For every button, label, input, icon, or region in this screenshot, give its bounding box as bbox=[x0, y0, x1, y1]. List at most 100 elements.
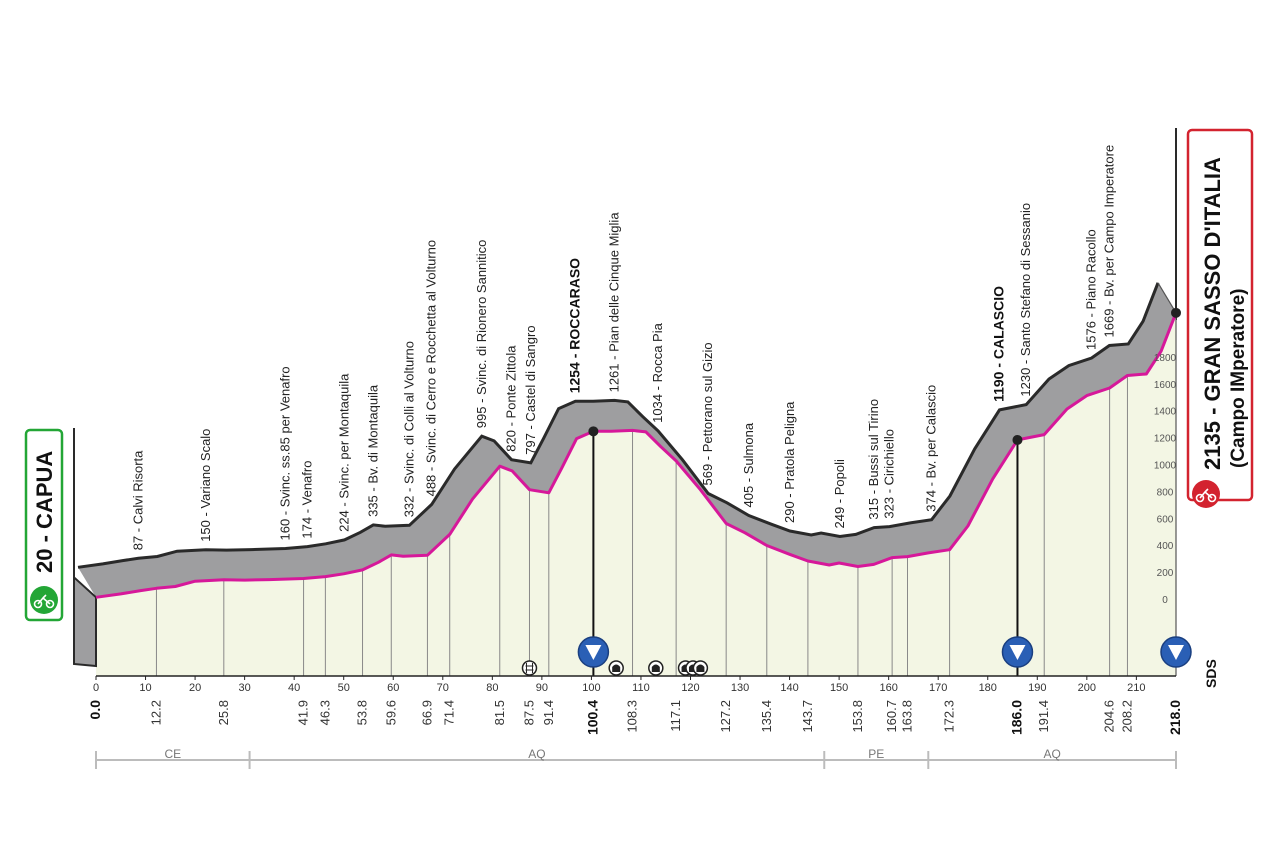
waypoint-label: 315 - Bussi sul Tirino bbox=[866, 399, 881, 520]
finish-icon bbox=[1192, 480, 1220, 508]
waypoint-label: 820 - Ponte Zittola bbox=[504, 345, 519, 452]
tunnel-glyph bbox=[696, 664, 705, 672]
distance-label: 41.9 bbox=[296, 700, 311, 725]
road-ribbon bbox=[73, 282, 1177, 676]
altitude-polyline bbox=[95, 312, 1178, 599]
altitude-tick-label: 0 bbox=[1162, 595, 1168, 606]
start-altitude: 20 bbox=[32, 549, 57, 573]
distance-label: 12.2 bbox=[148, 700, 163, 725]
km-tick-label: 70 bbox=[437, 682, 449, 694]
waypoint-label: 332 - Svinc. di Colli al Volturno bbox=[401, 341, 416, 517]
km-tick-label: 150 bbox=[830, 682, 848, 694]
distance-labels: 0.0 12.2 25.8 41.9 46.3 53.8 59.6 66.9 71.4 81.5 8… bbox=[87, 700, 1183, 735]
km-tick-label: 90 bbox=[536, 682, 548, 694]
distance-label: 46.3 bbox=[317, 700, 332, 725]
key-waypoint-label: 1190 - CALASCIO bbox=[991, 286, 1007, 402]
distance-label: 143.7 bbox=[800, 700, 815, 733]
distance-label: 71.4 bbox=[442, 700, 457, 725]
start-badge-label: 20 - CAPUA bbox=[32, 451, 57, 573]
altitude-tick-label: 1800 bbox=[1154, 353, 1177, 364]
profile-area bbox=[96, 312, 1176, 676]
finish-city: GRAN SASSO D'ITALIA bbox=[1200, 157, 1225, 401]
roccaraso-point bbox=[588, 426, 599, 437]
km-tick-label: 160 bbox=[879, 682, 897, 694]
altitude-tick-label: 800 bbox=[1157, 487, 1174, 498]
km-tick-label: 120 bbox=[681, 682, 699, 694]
waypoint-label: 405 - Sulmona bbox=[741, 422, 756, 507]
km-axis: 0 10 20 30 40 50 60 70 80 90 100 110 120 130 140 150 160… bbox=[93, 675, 1176, 694]
profile-frame bbox=[73, 128, 1177, 580]
km-tick-label: 180 bbox=[979, 682, 997, 694]
waypoint-label: 150 - Variano Scalo bbox=[198, 429, 213, 542]
finish-badge-frame bbox=[1186, 128, 1254, 502]
altitude-line bbox=[95, 312, 1178, 599]
altitude-tick-label: 1200 bbox=[1154, 434, 1177, 445]
distance-label: 172.3 bbox=[942, 700, 957, 733]
distance-label: 0.0 bbox=[87, 700, 103, 720]
waypoint-label: 569 - Pettorano sul Gizio bbox=[700, 342, 715, 485]
sds-label: SDS bbox=[1203, 659, 1219, 688]
finish-point bbox=[1171, 307, 1181, 318]
waypoint-label: 160 - Svinc. ss.85 per Venafro bbox=[278, 366, 293, 540]
km-tick-label: 50 bbox=[338, 682, 350, 694]
waypoint-label: 995 - Svinc. di Rionero Sannitico bbox=[474, 240, 489, 429]
km-tick-label: 200 bbox=[1078, 682, 1096, 694]
waypoint-label: 1034 - Rocca Pia bbox=[650, 322, 665, 422]
waypoint-labels: 87 - Calvi Risorta 150 - Variano Scalo 160… bbox=[130, 145, 1116, 550]
distance-label: 153.8 bbox=[850, 700, 865, 733]
altitude-tick-label: 1400 bbox=[1154, 407, 1177, 418]
waypoint-label: 488 - Svinc. di Cerro e Rocchetta al Vol… bbox=[424, 240, 439, 497]
km-tick-label: 130 bbox=[731, 682, 749, 694]
altitude-tick-label: 1000 bbox=[1154, 461, 1177, 472]
km-tick-label: 110 bbox=[632, 682, 650, 694]
tunnel-glyph bbox=[651, 664, 660, 672]
distance-label: 108.3 bbox=[625, 700, 640, 733]
waypoint-label: 374 - Bv. per Calascio bbox=[924, 385, 939, 512]
key-waypoint-label: 1254 - ROCCARASO bbox=[566, 258, 582, 393]
province-label: AQ bbox=[1043, 747, 1060, 761]
altitude-tick-label: 400 bbox=[1157, 541, 1174, 552]
waypoint-label: 335 - Bv. di Montaquila bbox=[365, 384, 380, 517]
km-tick-label: 80 bbox=[486, 682, 498, 694]
km-tick-label: 140 bbox=[780, 682, 798, 694]
km-tick-label: 10 bbox=[139, 682, 151, 694]
cyclist-icon bbox=[1195, 488, 1217, 503]
province-label: CE bbox=[164, 747, 181, 761]
finish-badge-label: 2135 - GRAN SASSO D'ITALIA bbox=[1200, 157, 1225, 470]
distance-label: 186.0 bbox=[1009, 700, 1025, 735]
railway-crossing-glyph bbox=[525, 663, 534, 673]
route-markers bbox=[521, 307, 1192, 676]
distance-label: 191.4 bbox=[1036, 700, 1051, 733]
waypoint-label: 797 - Castel di Sangro bbox=[523, 325, 538, 454]
cyclist-icon bbox=[33, 594, 55, 609]
waypoint-label: 174 - Venafro bbox=[299, 461, 314, 539]
km-tick-label: 100 bbox=[582, 682, 600, 694]
distance-label: 163.8 bbox=[900, 700, 915, 733]
waypoint-label: 1669 - Bv. per Campo Imperatore bbox=[1101, 145, 1116, 338]
distance-label: 208.2 bbox=[1119, 700, 1134, 733]
sprint-marker-glyph bbox=[585, 645, 602, 660]
road-band bbox=[78, 282, 1176, 598]
km-tick-label: 190 bbox=[1028, 682, 1046, 694]
road-start-face bbox=[73, 575, 97, 668]
km-tick-label: 60 bbox=[387, 682, 399, 694]
railway-crossing-icon bbox=[521, 660, 538, 676]
start-icon bbox=[30, 586, 58, 614]
distance-label: 25.8 bbox=[216, 700, 231, 725]
km-tick-label: 20 bbox=[189, 682, 201, 694]
distance-label: 59.6 bbox=[383, 700, 398, 725]
km-tick-label: 0 bbox=[93, 682, 99, 694]
finish-subtitle: (Campo IMperatore) bbox=[1228, 289, 1249, 468]
waypoint-label: 249 - Popoli bbox=[832, 459, 847, 528]
waypoint-label: 1230 - Santo Stefano di Sessanio bbox=[1018, 203, 1033, 397]
distance-label: 91.4 bbox=[541, 700, 556, 725]
road-top-edge bbox=[77, 282, 1160, 569]
altitude-tick-label: 1600 bbox=[1154, 380, 1177, 391]
distance-label: 87.5 bbox=[522, 700, 537, 725]
waypoint-label: 87 - Calvi Risorta bbox=[130, 450, 145, 550]
distance-label: 81.5 bbox=[492, 700, 507, 725]
km-tick-label: 40 bbox=[288, 682, 300, 694]
waypoint-label: 1261 - Pian delle Cinque Miglia bbox=[607, 212, 622, 393]
sprint-marker-glyph bbox=[1168, 645, 1184, 660]
